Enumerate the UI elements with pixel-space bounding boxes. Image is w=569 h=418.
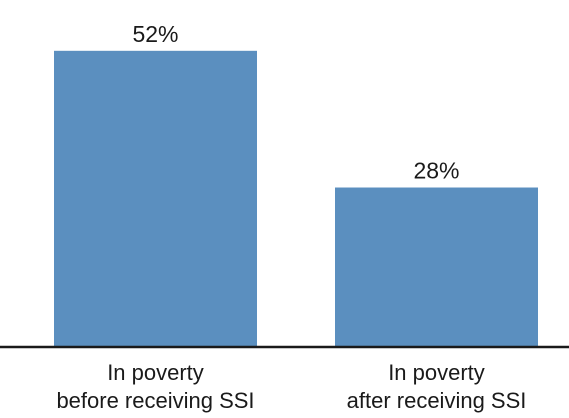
bar-1 [54, 50, 257, 348]
value-label-2: 28% [413, 158, 459, 184]
bars-group [54, 50, 538, 348]
category-label-2-line-1: In poverty [388, 360, 485, 385]
value-labels-group: 52% 28% [132, 21, 459, 184]
category-labels-group: In poverty before receiving SSI In poverty… [56, 360, 526, 413]
category-label-2-line-2: after receiving SSI [347, 388, 527, 413]
category-label-1-line-2: before receiving SSI [56, 388, 254, 413]
bar-2 [335, 187, 538, 347]
value-label-1: 52% [132, 21, 178, 47]
category-label-1-line-1: In poverty [107, 360, 204, 385]
